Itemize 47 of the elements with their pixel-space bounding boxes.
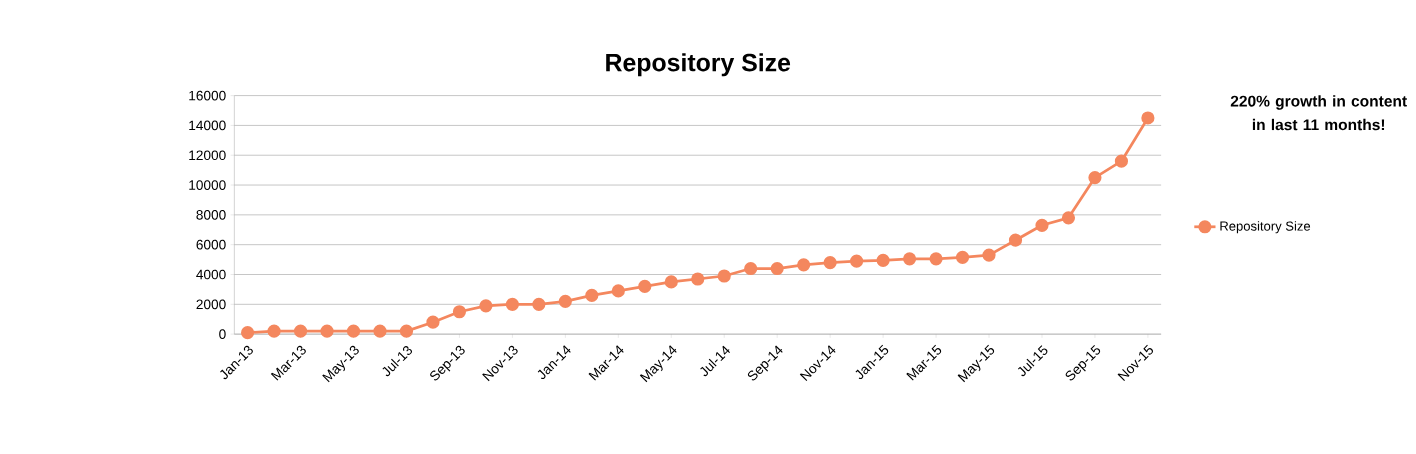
y-tick-label: 16000 [189,90,226,101]
y-tick-label: 2000 [196,299,226,310]
point [823,256,837,270]
point [1008,233,1023,247]
point [532,297,546,312]
point [346,324,361,338]
point [876,253,890,268]
point [558,294,572,309]
point [426,315,440,329]
point [320,324,334,338]
point [797,258,811,272]
point [717,269,731,283]
point [479,299,493,313]
point [929,252,943,266]
point [452,305,467,319]
point [293,324,308,338]
point [267,324,281,338]
point [1088,171,1102,185]
point [1061,211,1076,225]
y-tick-label: 8000 [196,210,226,220]
y-tick-label: 0 [219,329,226,340]
point [1114,154,1129,168]
point [664,275,678,289]
text: 220% growth in content in last 11 months! [1230,95,1407,131]
point [1141,111,1155,125]
y-tick-label: 4000 [196,269,226,280]
y-tick-label: 6000 [196,239,226,250]
point [903,252,917,266]
point [691,272,705,286]
chart-title: Repository Size [606,53,791,77]
point [638,279,652,294]
point [241,326,255,340]
point [770,262,784,276]
point [850,254,864,268]
y-tick-label: 10000 [189,180,226,190]
point [505,297,519,312]
point [585,288,599,303]
y-tick-label: 12000 [189,150,226,161]
point [1035,218,1049,232]
legend-label: Repository Size [1220,221,1311,234]
point [611,284,625,298]
point [982,248,996,262]
point [744,262,758,276]
point [373,324,387,338]
point [955,250,970,265]
point [399,324,414,338]
y-tick-label: 14000 [189,120,226,131]
